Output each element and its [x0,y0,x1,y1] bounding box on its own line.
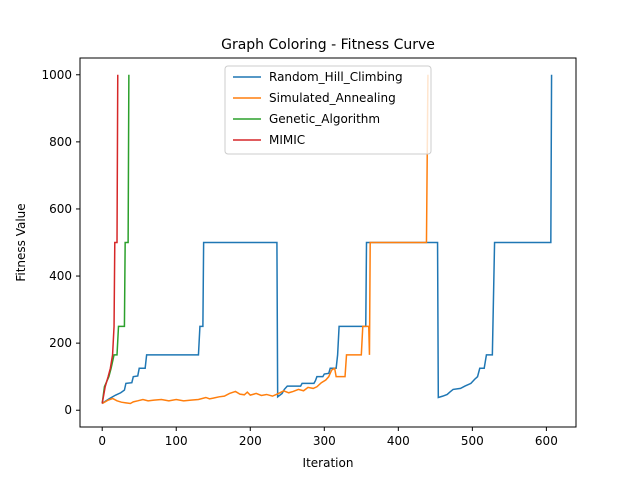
x-tick-label-0: 0 [98,434,106,448]
y-tick-label-0: 0 [64,403,72,417]
plot-area-frame [79,57,577,428]
x-tick-label-3: 300 [313,434,336,448]
y-axis-label: Fitness Value [14,203,28,281]
series-line-2 [101,74,130,404]
legend-label-1: Simulated_Annealing [269,91,396,105]
y-tick-label-4: 800 [49,135,72,149]
plot-lines [101,74,553,405]
series-line-3 [101,74,119,404]
x-tick-label-2: 200 [239,434,262,448]
x-axis-ticks: 0 100 200 300 400 500 600 [98,427,558,448]
y-tick-label-5: 1000 [41,68,72,82]
y-axis-ticks: 0 200 400 600 800 1000 [41,68,80,417]
series-line-1 [101,74,429,405]
legend-label-3: MIMIC [269,133,305,147]
x-axis-label: Iteration [303,456,354,470]
x-tick-label-1: 100 [165,434,188,448]
legend: Random_Hill_Climbing Simulated_Annealing G… [224,65,432,155]
x-tick-label-4: 400 [387,434,410,448]
legend-box [224,65,432,155]
x-tick-label-6: 600 [535,434,558,448]
series-line-0 [101,74,553,405]
legend-label-2: Genetic_Algorithm [269,112,380,126]
y-tick-label-3: 600 [49,202,72,216]
legend-label-0: Random_Hill_Climbing [269,70,403,84]
chart-title: Graph Coloring - Fitness Curve [221,37,435,53]
x-tick-label-5: 500 [461,434,484,448]
y-tick-label-2: 400 [49,269,72,283]
y-tick-label-1: 200 [49,336,72,350]
